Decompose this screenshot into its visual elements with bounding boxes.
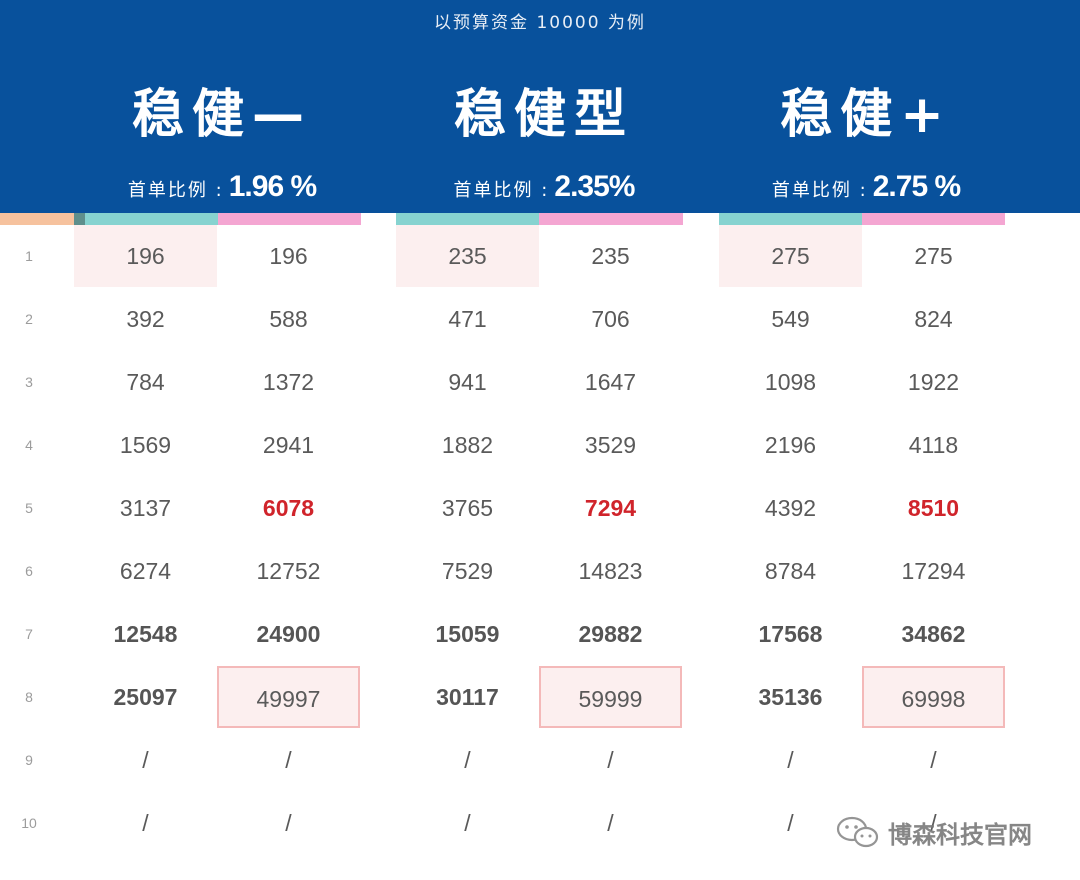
plan-rate-1: 首单比例 : 1.96 % [72,170,372,204]
wechat-icon [836,816,879,848]
row-index: 8 [25,689,33,705]
plan-title-2: 稳健型 [453,85,634,145]
table-cell: 3765 [441,495,494,521]
watermark: 博森科技官网 [836,814,1032,850]
table-cell: 4118 [908,432,959,458]
table-cell: / [285,810,292,836]
table-cell: 3529 [584,432,637,458]
table-cell: 25097 [113,684,178,710]
table-cell: 15059 [435,621,500,647]
table-cell: 824 [914,306,953,332]
table-cell: 1372 [262,369,315,395]
table-cell: 3137 [119,495,172,521]
plan-title-3: 稳健+ [780,85,952,145]
table-cell: 471 [448,306,487,332]
table-cell: 14823 [578,558,643,584]
table-cell: 941 [448,369,487,395]
table-cell: 49997 [217,666,360,728]
row-index: 9 [25,752,33,768]
color-bar-orange [0,213,74,225]
table-cell: / [142,810,149,836]
table-cell: 196 [74,225,217,287]
table-cell: 549 [771,306,810,332]
table-cell: 24900 [256,621,321,647]
table-cell: 235 [396,225,539,287]
table-cell: 275 [719,225,862,287]
table-cell: / [930,747,937,773]
table-cell: 12548 [113,621,178,647]
color-bar-pink-3 [862,213,1005,225]
row-index: 4 [25,437,33,453]
table-cell: 588 [269,306,308,332]
plan-rate-2: 首单比例 : 2.35% [394,170,694,204]
table-cell: 30117 [436,684,499,710]
table-cell: 784 [126,369,165,395]
table-cell: 7294 [584,495,637,521]
rate-value: 1.96 % [228,170,317,203]
table-cell: / [464,810,471,836]
table-cell: / [464,747,471,773]
table-cell: / [607,810,614,836]
table-cell: / [142,747,149,773]
color-bar-pink-2 [539,213,683,225]
row-index: 7 [25,626,33,642]
rate-value: 2.75 % [872,170,961,203]
table-cell: 6078 [262,495,315,521]
header-banner [0,0,1080,213]
table-cell: 4392 [764,495,817,521]
row-index: 10 [21,815,37,831]
row-index: 1 [25,248,33,264]
table-cell: 35136 [758,684,823,710]
plan-rate-3: 首单比例 : 2.75 % [716,170,1016,204]
table-cell: 706 [591,306,630,332]
table-cell: 34862 [901,621,966,647]
table-cell: 69998 [862,666,1005,728]
table-cell: 1882 [441,432,494,458]
table-cell: / [607,747,614,773]
color-bar-teal-2 [396,213,539,225]
row-index: 5 [25,500,33,516]
rate-label: 首单比例 : [453,180,550,201]
table-cell: / [787,810,794,836]
table-cell: 7529 [441,558,494,584]
table-cell: / [930,810,937,836]
table-cell: / [285,747,292,773]
rate-label: 首单比例 : [771,180,868,201]
table-cell: 1922 [907,369,960,395]
row-index: 6 [25,563,33,579]
table-cell: 1098 [764,369,817,395]
table-cell: 235 [591,243,630,269]
table-cell: 2196 [764,432,817,458]
table-cell: 17294 [901,558,966,584]
color-bar-dark [74,213,85,225]
table-cell: 275 [914,243,953,269]
color-bar-teal-3 [719,213,862,225]
table-cell: 8784 [764,558,817,584]
table-cell: 6274 [119,558,172,584]
table-cell: 12752 [256,558,321,584]
table-cell: 29882 [578,621,643,647]
rate-value: 2.35% [554,170,635,203]
rate-label: 首单比例 : [127,180,224,201]
color-bar-pink-1 [218,213,361,225]
watermark-text: 博森科技官网 [888,820,1032,849]
table-cell: 2941 [262,432,315,458]
table-cell: 196 [269,243,308,269]
color-bar-teal-1 [85,213,218,225]
table-cell: 8510 [907,495,960,521]
table-cell: 1647 [584,369,637,395]
row-index: 2 [25,311,33,327]
table-cell: 59999 [539,666,682,728]
table-cell: 17568 [758,621,823,647]
table-cell: 1569 [119,432,172,458]
table-cell: / [787,747,794,773]
table-cell: 392 [126,306,165,332]
page-subtitle: 以预算资金 10000 为例 [434,13,646,33]
plan-title-1: 稳健— [131,85,312,145]
row-index: 3 [25,374,33,390]
